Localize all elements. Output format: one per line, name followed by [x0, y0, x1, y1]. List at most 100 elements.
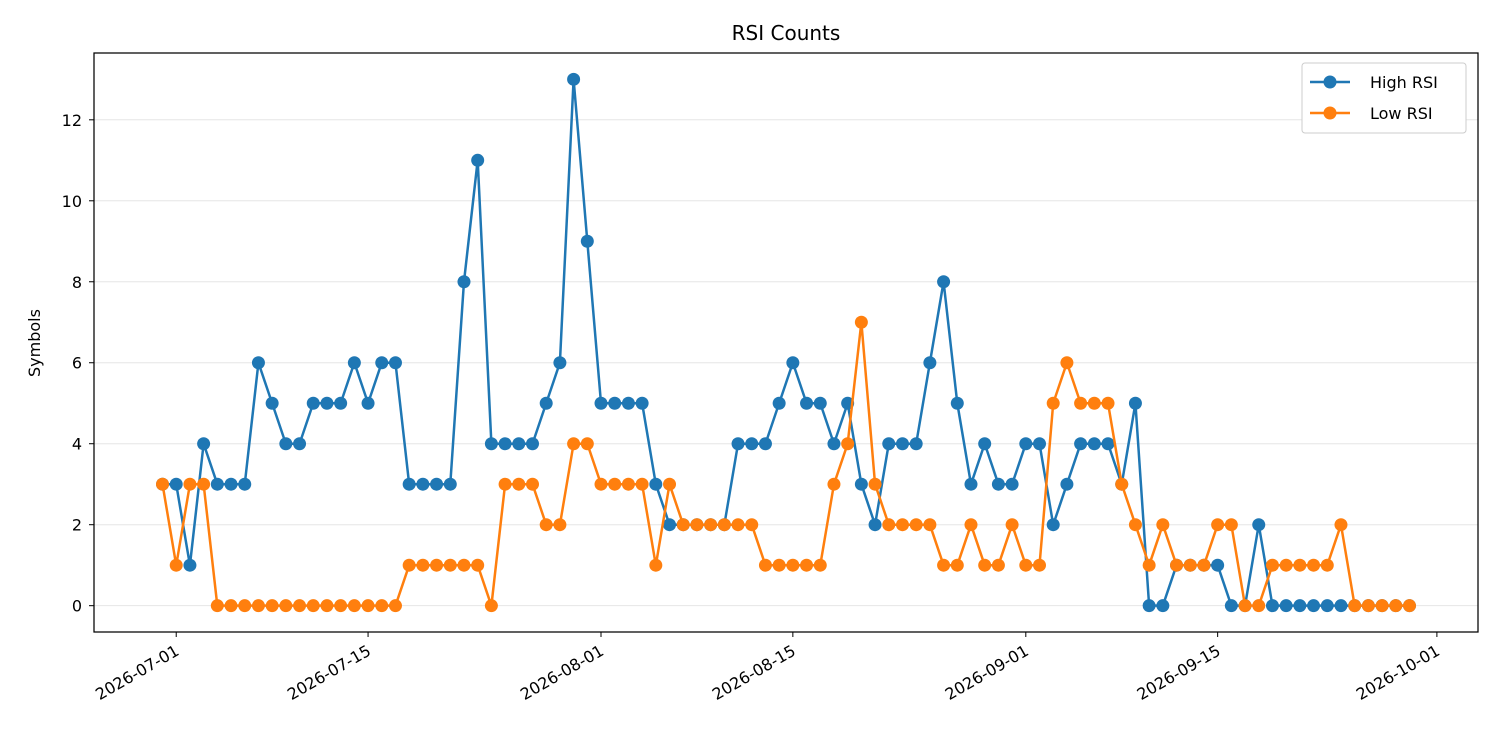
y-tick-label: 6	[72, 354, 82, 373]
data-point-high-rsi	[320, 396, 334, 410]
data-point-high-rsi	[923, 356, 937, 370]
data-point-low-rsi	[1005, 518, 1019, 532]
data-point-low-rsi	[484, 599, 498, 613]
data-point-high-rsi	[416, 477, 430, 491]
data-point-high-rsi	[1087, 437, 1101, 451]
data-point-low-rsi	[1334, 518, 1348, 532]
legend-box	[1301, 62, 1467, 134]
data-point-low-rsi	[1197, 558, 1211, 572]
data-point-high-rsi	[868, 518, 882, 532]
data-point-low-rsi	[1128, 518, 1142, 532]
legend-label-low-rsi: Low RSI	[1370, 104, 1433, 123]
series-low-rsi	[156, 315, 1416, 613]
y-tick-label: 8	[72, 273, 82, 292]
data-point-low-rsi	[1033, 558, 1046, 572]
data-point-low-rsi	[1115, 477, 1129, 491]
y-tick-label: 2	[72, 516, 82, 535]
data-point-low-rsi	[512, 477, 526, 491]
data-point-low-rsi	[1238, 599, 1252, 613]
data-point-low-rsi	[580, 437, 594, 451]
data-point-low-rsi	[443, 558, 457, 572]
data-point-low-rsi	[909, 518, 923, 532]
data-point-high-rsi	[361, 396, 375, 410]
data-point-low-rsi	[1307, 558, 1321, 572]
data-point-low-rsi	[758, 558, 772, 572]
data-point-high-rsi	[1265, 599, 1279, 613]
data-point-low-rsi	[786, 558, 800, 572]
data-point-high-rsi	[964, 477, 978, 491]
data-point-high-rsi	[854, 477, 868, 491]
data-point-high-rsi	[978, 437, 992, 451]
data-point-high-rsi	[293, 437, 307, 451]
data-point-high-rsi	[430, 477, 444, 491]
data-point-low-rsi	[320, 599, 334, 613]
data-point-low-rsi	[553, 518, 567, 532]
data-point-high-rsi	[210, 477, 224, 491]
data-point-high-rsi	[1156, 599, 1170, 613]
data-point-low-rsi	[1060, 356, 1074, 370]
data-point-high-rsi	[484, 437, 498, 451]
data-point-high-rsi	[895, 437, 909, 451]
data-point-high-rsi	[539, 396, 553, 410]
data-point-low-rsi	[471, 558, 485, 572]
data-point-high-rsi	[443, 477, 457, 491]
legend-marker-low-rsi	[1323, 106, 1337, 120]
data-point-high-rsi	[238, 477, 252, 491]
data-point-low-rsi	[1279, 558, 1293, 572]
data-point-high-rsi	[224, 477, 238, 491]
data-point-high-rsi	[635, 396, 649, 410]
data-point-high-rsi	[1046, 518, 1060, 532]
data-point-high-rsi	[471, 153, 485, 167]
data-point-high-rsi	[827, 437, 841, 451]
data-point-high-rsi	[1019, 437, 1033, 451]
data-point-high-rsi	[1101, 437, 1115, 451]
data-point-high-rsi	[375, 356, 389, 370]
data-point-high-rsi	[594, 396, 608, 410]
data-point-low-rsi	[868, 477, 882, 491]
data-point-low-rsi	[1375, 599, 1389, 613]
data-point-low-rsi	[238, 599, 252, 613]
data-point-high-rsi	[813, 396, 827, 410]
data-point-high-rsi	[731, 437, 745, 451]
data-point-low-rsi	[430, 558, 444, 572]
data-point-low-rsi	[183, 477, 197, 491]
data-point-low-rsi	[882, 518, 896, 532]
y-axis: 0 2 4 6 8 10 12	[62, 111, 94, 616]
data-point-low-rsi	[1183, 558, 1197, 572]
data-point-low-rsi	[649, 558, 663, 572]
chart-title: RSI Counts	[732, 21, 841, 45]
data-point-high-rsi	[1307, 599, 1321, 613]
data-point-low-rsi	[334, 599, 348, 613]
data-point-low-rsi	[937, 558, 951, 572]
data-point-high-rsi	[786, 356, 800, 370]
data-point-high-rsi	[745, 437, 759, 451]
data-point-high-rsi	[1128, 396, 1142, 410]
data-point-low-rsi	[1389, 599, 1403, 613]
data-point-low-rsi	[1252, 599, 1266, 613]
data-point-low-rsi	[1170, 558, 1184, 572]
data-point-low-rsi	[1019, 558, 1033, 572]
data-point-low-rsi	[827, 477, 841, 491]
data-point-low-rsi	[1320, 558, 1334, 572]
data-point-low-rsi	[978, 558, 992, 572]
data-point-high-rsi	[772, 396, 786, 410]
y-tick-label: 10	[62, 192, 82, 211]
data-point-low-rsi	[402, 558, 416, 572]
data-point-high-rsi	[1005, 477, 1019, 491]
data-point-high-rsi	[498, 437, 512, 451]
data-point-high-rsi	[251, 356, 265, 370]
data-point-low-rsi	[964, 518, 978, 532]
legend-marker-high-rsi	[1323, 75, 1337, 89]
data-point-high-rsi	[553, 356, 567, 370]
data-point-low-rsi	[306, 599, 320, 613]
data-point-high-rsi	[1252, 518, 1266, 532]
data-point-low-rsi	[1142, 558, 1156, 572]
data-point-low-rsi	[813, 558, 827, 572]
data-point-low-rsi	[1101, 396, 1115, 410]
data-point-low-rsi	[676, 518, 690, 532]
data-point-high-rsi	[991, 477, 1005, 491]
data-point-low-rsi	[1293, 558, 1307, 572]
data-point-high-rsi	[347, 356, 361, 370]
data-point-low-rsi	[526, 477, 539, 491]
